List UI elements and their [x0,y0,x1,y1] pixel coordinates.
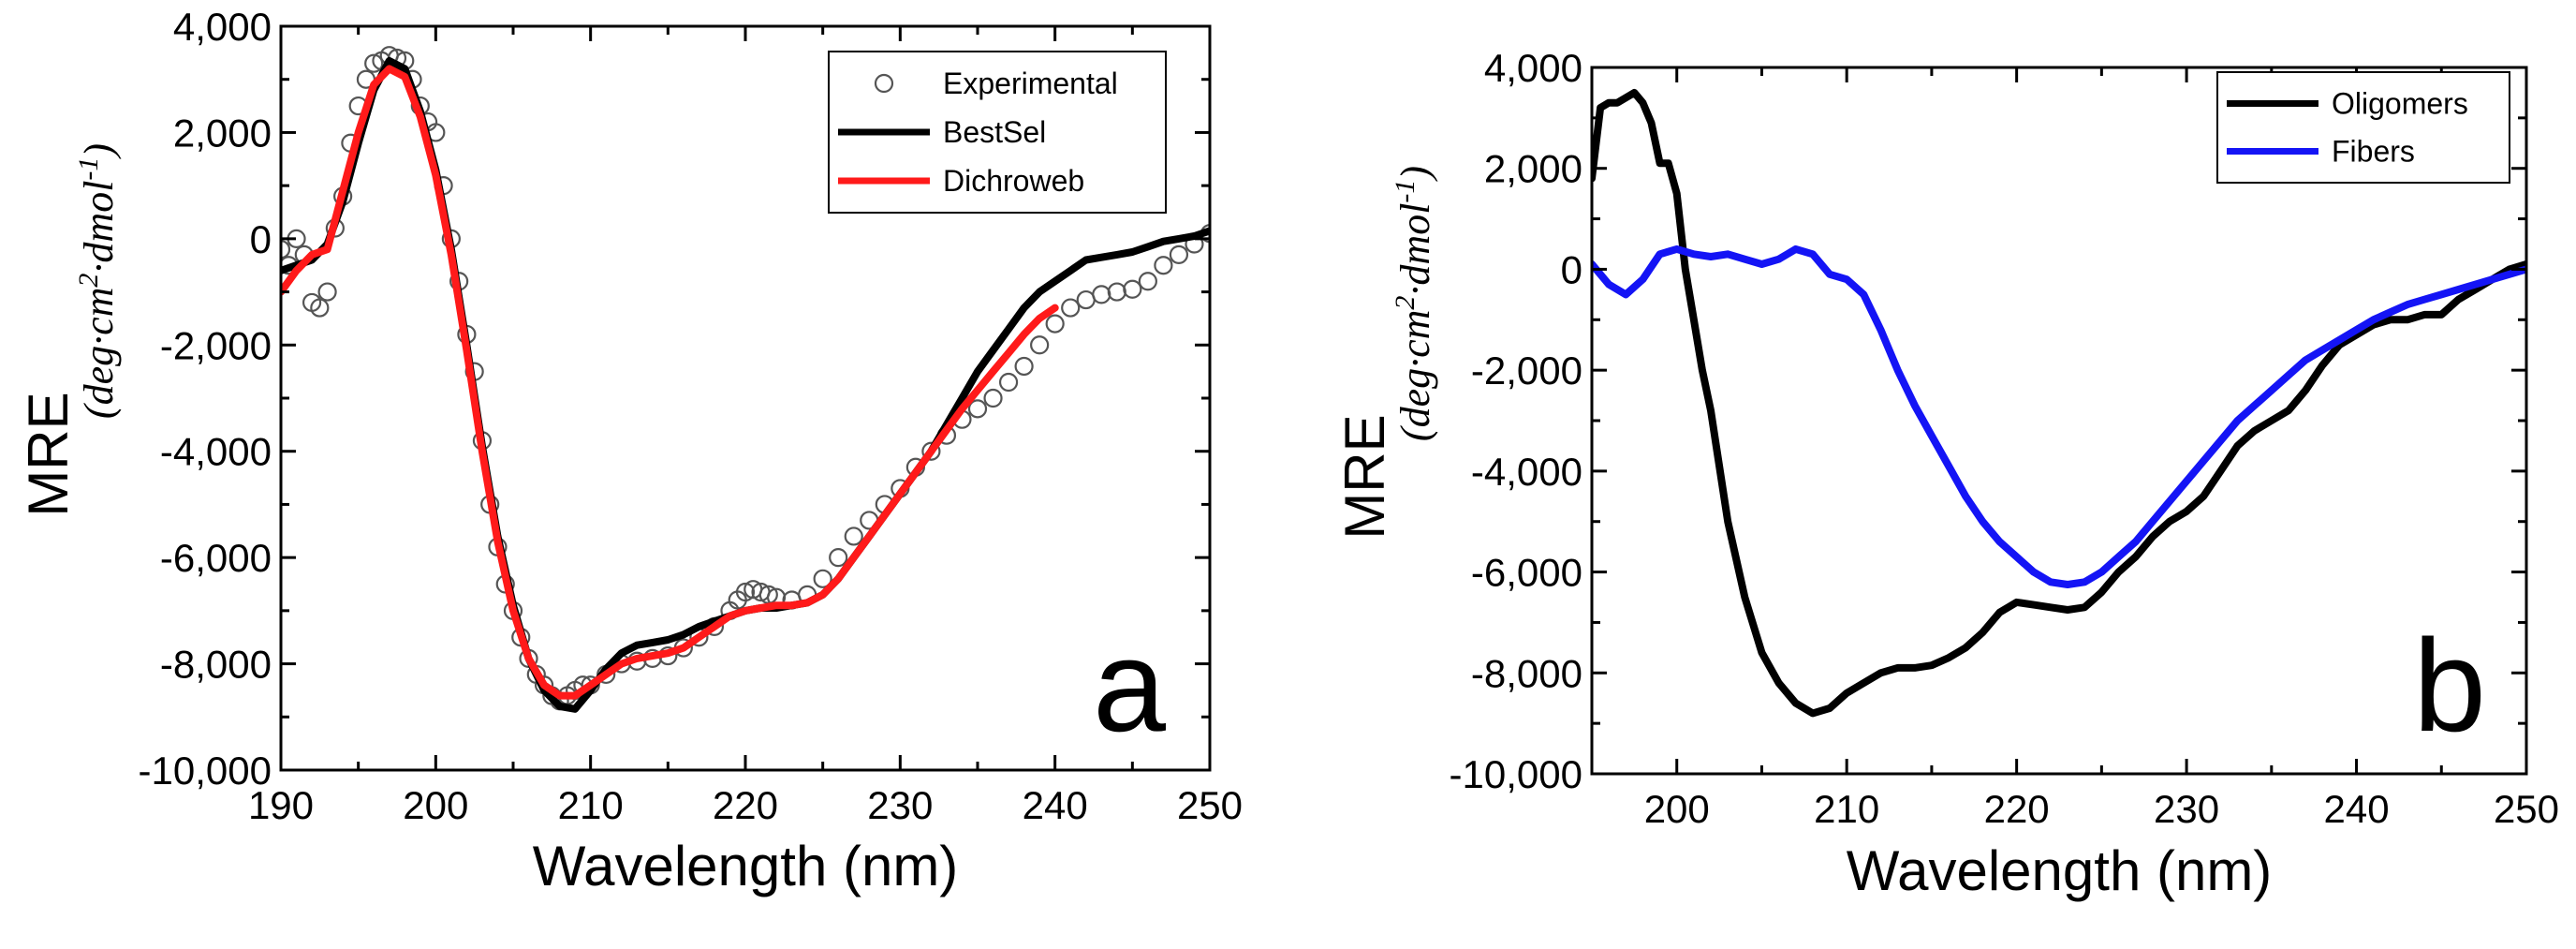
data-point [1045,314,1065,334]
x-tick-label: 220 [713,783,778,827]
data-point [967,399,988,419]
legend-label: Oligomers [2332,87,2468,121]
unit-part: · [1392,358,1438,368]
y-axis-units: (deg·cm2·dmol-1) [73,143,122,419]
legend: Experimental BestSel Dichroweb [828,51,1167,214]
data-point [1014,356,1034,377]
y-tick-label: -10,000 [139,749,272,793]
y-tick-label: 0 [1561,247,1582,291]
y-tick-label: -8,000 [1471,651,1582,695]
legend-marker [874,73,894,94]
unit-part: dmol [1392,203,1438,286]
x-tick-label: 220 [1984,787,2050,831]
legend-label: Experimental [943,67,1118,100]
data-point [1107,282,1126,302]
unit-part: (deg [76,346,122,419]
x-tick-label: 240 [1023,783,1088,827]
x-tick-label: 200 [403,783,468,827]
unit-part: ) [76,143,122,160]
x-tick-label: 250 [1177,783,1243,827]
chart-panel-a: 190 200 210 220 230 240 250 -10,000 -8,000 -6,000… [17,5,1243,897]
data-point [1061,298,1081,318]
series-dichroweb [281,65,1059,700]
unit-part: (deg [1392,368,1438,441]
unit-part: cm [76,288,122,335]
unit-exponent: 2 [73,274,104,288]
legend-label: BestSel [943,115,1046,149]
data-point [281,240,291,259]
y-tick-label: -6,000 [160,536,272,580]
unit-part: · [1392,286,1438,296]
y-axis-title: MRE [17,392,80,516]
data-point [1154,256,1173,275]
series-line-dichroweb [281,65,1059,700]
data-point [1138,272,1157,291]
series-line-oligomers [1592,88,2526,718]
x-tick-label: 230 [2154,787,2219,831]
legend-label: Dichroweb [943,164,1084,198]
y-tick-label: -4,000 [1471,450,1582,494]
data-point [1123,279,1142,299]
y-tick-label: -2,000 [160,323,272,367]
y-tick-label: -2,000 [1471,348,1582,393]
data-point [1076,289,1096,310]
data-point [317,282,337,302]
x-tick-label: 210 [558,783,624,827]
data-point [998,372,1019,393]
unit-part: · [76,335,122,346]
y-tick-label: 4,000 [1484,46,1582,90]
series-fibers [1592,245,2526,588]
x-tick-label: 190 [248,783,314,827]
data-point [813,569,832,588]
series-line-fibers [1592,245,2526,588]
unit-part: · [76,263,122,274]
y-tick-label: 0 [250,217,272,261]
data-point [1169,245,1189,264]
y-tick-label: -6,000 [1471,551,1582,595]
y-tick-label: 4,000 [173,5,272,49]
y-tick-label: -10,000 [1450,752,1582,796]
x-tick-label: 240 [2324,787,2390,831]
unit-part: ) [1392,166,1438,183]
data-point [1030,335,1050,355]
unit-exponent: 2 [1390,296,1420,310]
data-point [921,441,941,461]
legend-label: Fibers [2332,135,2415,169]
series-oligomers [1592,88,2526,718]
legend: Oligomers Fibers [2216,71,2510,184]
x-tick-label: 200 [1644,787,1710,831]
x-tick-label: 210 [1814,787,1879,831]
unit-part: dmol [76,181,122,263]
x-tick-label: 250 [2494,787,2559,831]
data-point [364,53,384,73]
chart-panel-b: 200 210 220 230 240 250 -10,000 -8,000 -6,000 -4,… [1333,46,2559,902]
data-point [983,388,1003,408]
y-tick-label: -4,000 [160,430,272,474]
x-tick-label: 230 [867,783,933,827]
y-axis-units: (deg·cm2·dmol-1) [1390,166,1438,441]
unit-exponent: -1 [1390,180,1420,203]
data-point [1092,285,1111,304]
unit-exponent: -1 [73,157,104,181]
data-point [829,548,848,568]
data-point [844,526,863,546]
panel-label: b [2413,612,2486,759]
y-tick-label: 2,000 [1484,147,1582,191]
y-tick-label: -8,000 [160,643,272,687]
legend-box [2216,71,2510,184]
y-tick-label: 2,000 [173,111,272,155]
unit-part: cm [1392,310,1438,358]
panel-label: a [1093,612,1166,759]
data-point [310,298,330,318]
y-axis-title: MRE [1333,414,1396,539]
x-axis-title: Wavelength (nm) [533,835,959,897]
data-point [735,582,756,602]
x-axis-title: Wavelength (nm) [1847,839,2273,902]
